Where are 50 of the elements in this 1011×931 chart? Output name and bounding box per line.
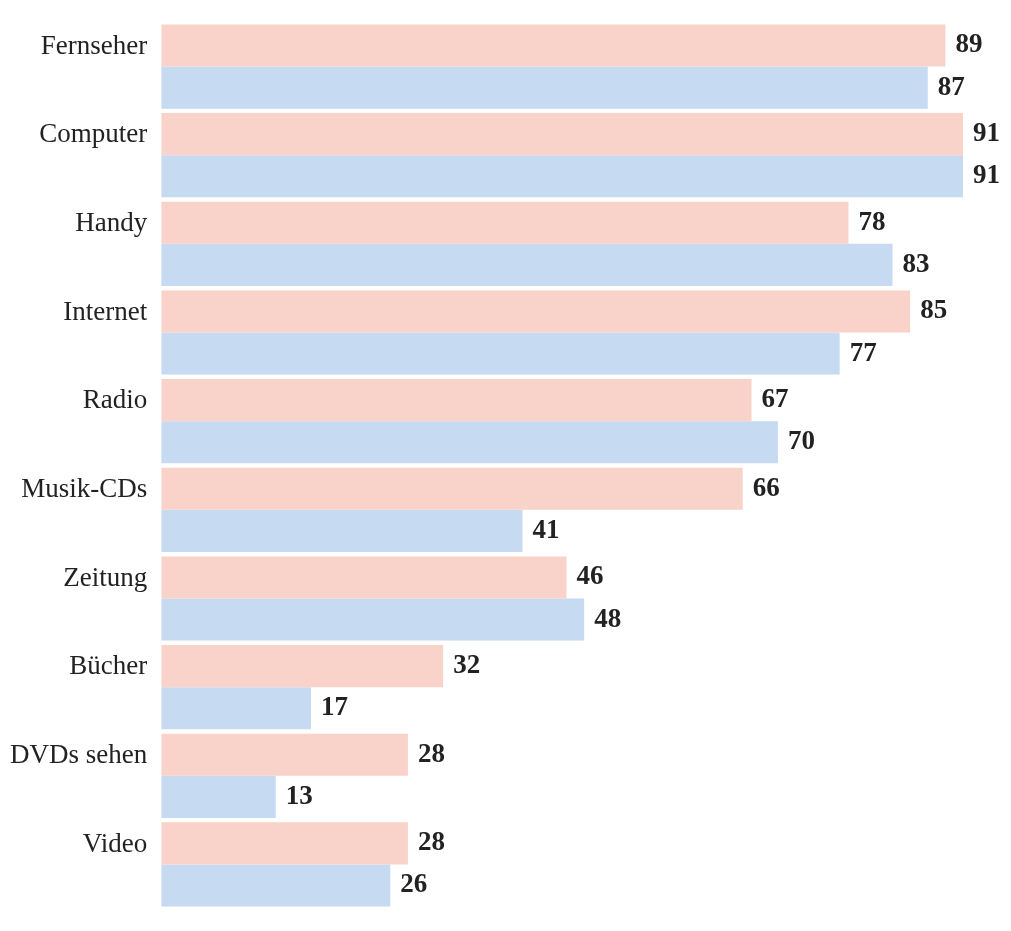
bar — [161, 24, 946, 67]
data-label: 28 — [417, 737, 445, 768]
data-label: 13 — [285, 779, 313, 810]
y-tick-label: DVDs sehen — [9, 738, 148, 769]
data-label: 41 — [532, 513, 560, 544]
bar — [161, 509, 523, 552]
bar — [161, 556, 567, 599]
bar — [161, 864, 391, 907]
bar — [161, 113, 963, 156]
bar — [161, 645, 444, 688]
y-tick-label: Computer — [39, 118, 148, 149]
bar — [161, 598, 585, 641]
bar — [161, 66, 928, 109]
data-label: 83 — [902, 247, 930, 278]
y-tick-label: Musik-CDs — [21, 472, 148, 503]
data-label: 26 — [400, 868, 428, 899]
data-label: 91 — [973, 117, 1000, 148]
y-tick-label: Handy — [75, 206, 148, 237]
bar — [161, 332, 840, 375]
bar — [161, 243, 893, 286]
data-label: 77 — [849, 336, 877, 367]
y-tick-label: Bücher — [69, 650, 148, 681]
bar — [161, 379, 752, 422]
bar — [161, 155, 963, 198]
y-tick-label: Internet — [63, 295, 148, 326]
data-label: 28 — [417, 826, 445, 857]
y-tick-label: Radio — [82, 384, 148, 415]
y-tick-label: Zeitung — [63, 561, 148, 592]
bar — [161, 775, 276, 818]
data-label: 66 — [752, 471, 780, 502]
data-label: 89 — [955, 28, 983, 59]
bar — [161, 687, 312, 730]
data-label: 48 — [594, 602, 622, 633]
bar — [161, 201, 849, 244]
bar — [161, 421, 778, 464]
data-label: 32 — [453, 649, 481, 680]
data-label: 78 — [858, 205, 886, 236]
y-tick-label: Fernseher — [40, 29, 148, 60]
bar — [161, 467, 743, 510]
data-label: 87 — [937, 70, 965, 101]
bar — [161, 822, 408, 865]
data-label: 67 — [761, 383, 789, 414]
data-label: 91 — [973, 159, 1000, 190]
data-label: 46 — [576, 560, 604, 591]
bar — [161, 290, 911, 333]
data-label: 17 — [321, 691, 349, 722]
data-label: 85 — [920, 294, 948, 325]
bar — [161, 733, 408, 776]
data-label: 70 — [787, 425, 815, 456]
y-tick-label: Video — [82, 827, 148, 858]
